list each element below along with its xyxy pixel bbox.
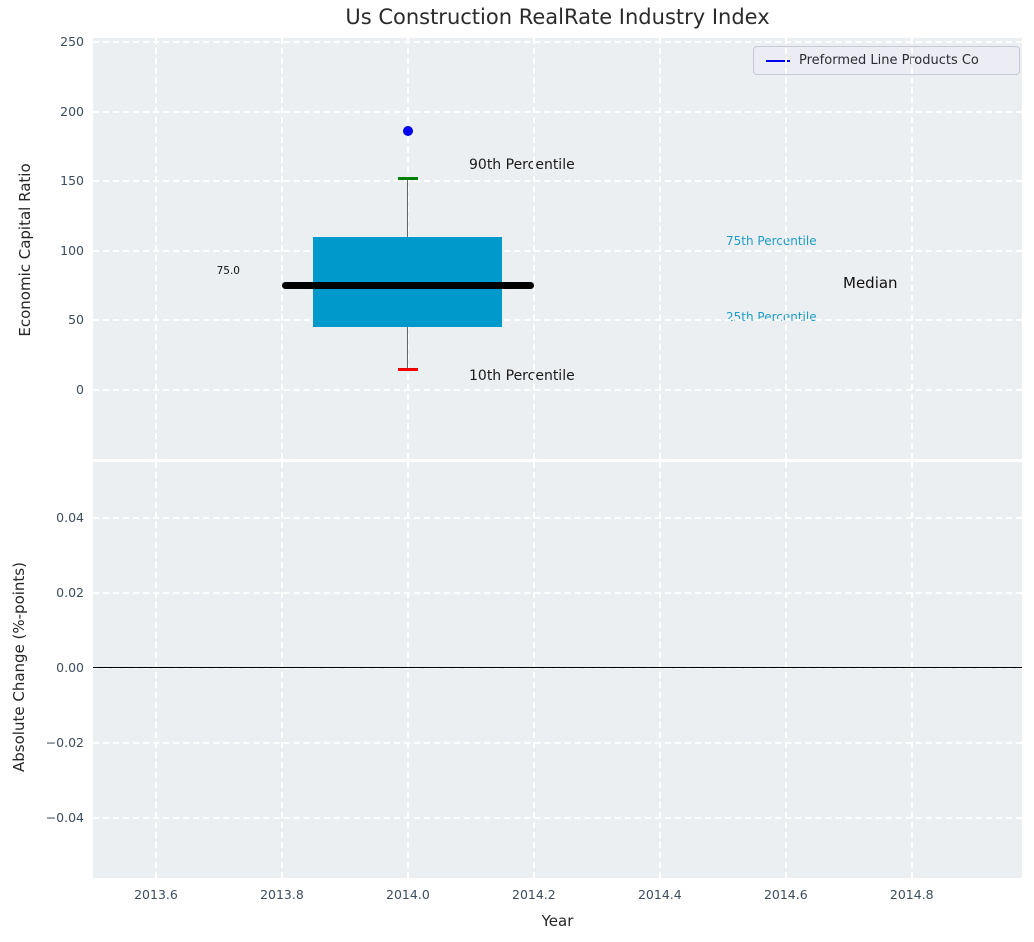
bottom-axes xyxy=(93,462,1022,878)
tick-label-y-bottom: −0.04 xyxy=(24,810,84,825)
gridline xyxy=(93,742,1022,744)
top-axes xyxy=(93,38,1022,459)
tick-label-y-bottom: 0.02 xyxy=(24,585,84,600)
tick-label-x: 2014.0 xyxy=(368,887,448,902)
gridline xyxy=(659,462,661,878)
gridline xyxy=(911,462,913,878)
tick-label-x: 2014.4 xyxy=(620,887,700,902)
tick-label-y-bottom: 0.04 xyxy=(24,510,84,525)
gridline xyxy=(407,462,409,878)
annotation-median: Median xyxy=(843,274,898,292)
gridline xyxy=(93,517,1022,519)
gridline xyxy=(93,592,1022,594)
gridline xyxy=(93,111,1022,113)
tick-label-x: 2014.8 xyxy=(872,887,952,902)
gridline xyxy=(281,462,283,878)
tick-label-y-top: 50 xyxy=(24,312,84,327)
figure: Us Construction RealRate Industry Index … xyxy=(0,0,1034,942)
tick-label-y-bottom: −0.02 xyxy=(24,735,84,750)
gridline xyxy=(93,319,1022,321)
annotation-90th-percentile: 90th Percentile xyxy=(469,157,575,173)
annotation-25th-percentile: 25th Percentile xyxy=(726,310,817,324)
tick-label-y-top: 150 xyxy=(24,173,84,188)
gridline xyxy=(93,817,1022,819)
gridline xyxy=(533,38,535,459)
median-value-label: 75.0 xyxy=(200,265,240,277)
annotation-75th-percentile: 75th Percentile xyxy=(726,234,817,248)
company-data-point xyxy=(403,126,413,136)
tick-label-y-top: 0 xyxy=(24,382,84,397)
legend-label: Preformed Line Products Co xyxy=(799,53,979,68)
gridline xyxy=(93,180,1022,182)
box-plot-median-line xyxy=(282,282,534,289)
tick-label-y-top: 100 xyxy=(24,243,84,258)
x-axis-label: Year xyxy=(93,912,1022,930)
tick-label-x: 2013.6 xyxy=(116,887,196,902)
chart-title: Us Construction RealRate Industry Index xyxy=(93,5,1022,29)
tick-label-y-bottom: 0.00 xyxy=(24,660,84,675)
tick-label-x: 2013.8 xyxy=(242,887,322,902)
zero-line xyxy=(93,667,1022,668)
tick-label-x: 2014.6 xyxy=(746,887,826,902)
tick-label-y-top: 250 xyxy=(24,34,84,49)
gridline xyxy=(659,38,661,459)
gridline xyxy=(93,389,1022,391)
box-plot-cap-90th xyxy=(398,177,418,180)
gridline xyxy=(533,462,535,878)
gridline xyxy=(281,38,283,459)
annotation-10th-percentile: 10th Percentile xyxy=(469,368,575,384)
gridline xyxy=(93,250,1022,252)
gridline xyxy=(155,462,157,878)
gridline xyxy=(93,41,1022,43)
box-plot-cap-10th xyxy=(398,368,418,371)
tick-label-y-top: 200 xyxy=(24,104,84,119)
gridline xyxy=(911,38,913,459)
gridline xyxy=(785,462,787,878)
tick-label-x: 2014.2 xyxy=(494,887,574,902)
gridline xyxy=(785,38,787,459)
gridline xyxy=(155,38,157,459)
legend: Preformed Line Products Co xyxy=(753,46,1020,75)
